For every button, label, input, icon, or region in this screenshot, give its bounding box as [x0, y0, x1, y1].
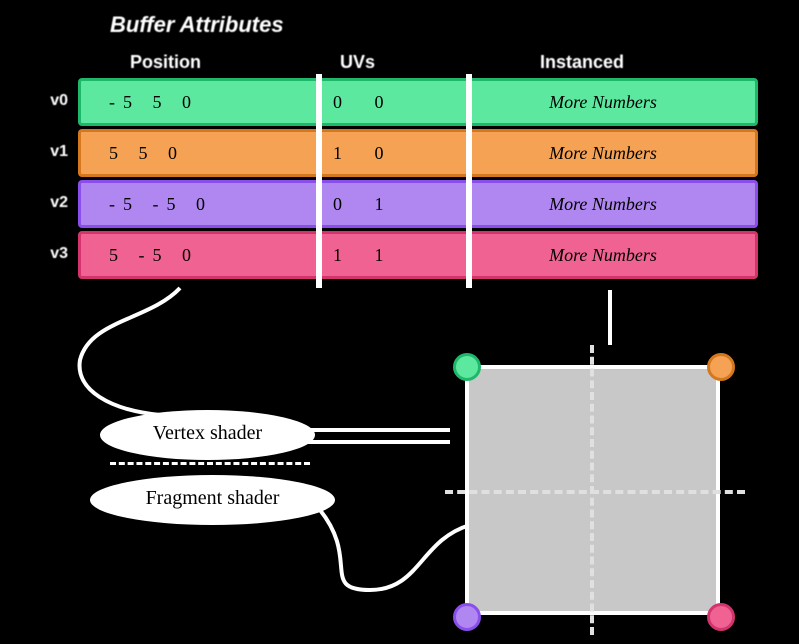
buffer-table: -5 5 00 0More Numbers 5 5 01 0More Numbe…: [78, 78, 758, 282]
col-header-instanced: Instanced: [540, 52, 624, 73]
cell-position: -5 5 0: [81, 92, 311, 113]
table-row: -5 5 00 0More Numbers: [78, 78, 758, 126]
row-label-0: v0: [8, 92, 68, 110]
connector-table-to-shader: [50, 280, 330, 430]
render-viewport: [445, 345, 745, 635]
row-label-1: v1: [8, 143, 68, 161]
fragment-shader-bubble: Fragment shader: [90, 475, 335, 525]
col-header-uv: UVs: [340, 52, 375, 73]
vertex-shader-label: Vertex shader: [153, 422, 262, 444]
cell-position: 5 -5 0: [81, 245, 311, 266]
cell-position: -5 -5 0: [81, 194, 311, 215]
fragment-shader-label: Fragment shader: [146, 487, 280, 509]
vertex-dot: [707, 353, 735, 381]
cell-uv: 0 0: [311, 92, 451, 113]
row-label-2: v2: [8, 194, 68, 212]
cell-more: More Numbers: [451, 194, 755, 215]
vertex-dot: [453, 353, 481, 381]
diagram-title: Buffer Attributes: [110, 12, 284, 38]
vertex-dot: [453, 603, 481, 631]
cell-more: More Numbers: [451, 92, 755, 113]
column-divider-2: [466, 74, 472, 288]
col-header-position: Position: [130, 52, 201, 73]
cell-uv: 1 0: [311, 143, 451, 164]
cell-position: 5 5 0: [81, 143, 311, 164]
cell-more: More Numbers: [451, 245, 755, 266]
column-divider-1: [316, 74, 322, 288]
cell-uv: 0 1: [311, 194, 451, 215]
connector-shader-lines: [300, 420, 460, 500]
cell-uv: 1 1: [311, 245, 451, 266]
shader-dashed-divider: [110, 462, 310, 465]
table-row: 5 -5 01 1More Numbers: [78, 231, 758, 279]
table-row: 5 5 01 0More Numbers: [78, 129, 758, 177]
axis-horizontal: [445, 490, 745, 494]
vertex-dot: [707, 603, 735, 631]
table-row: -5 -5 00 1More Numbers: [78, 180, 758, 228]
row-label-3: v3: [8, 245, 68, 263]
cell-more: More Numbers: [451, 143, 755, 164]
vertex-shader-bubble: Vertex shader: [100, 410, 315, 460]
